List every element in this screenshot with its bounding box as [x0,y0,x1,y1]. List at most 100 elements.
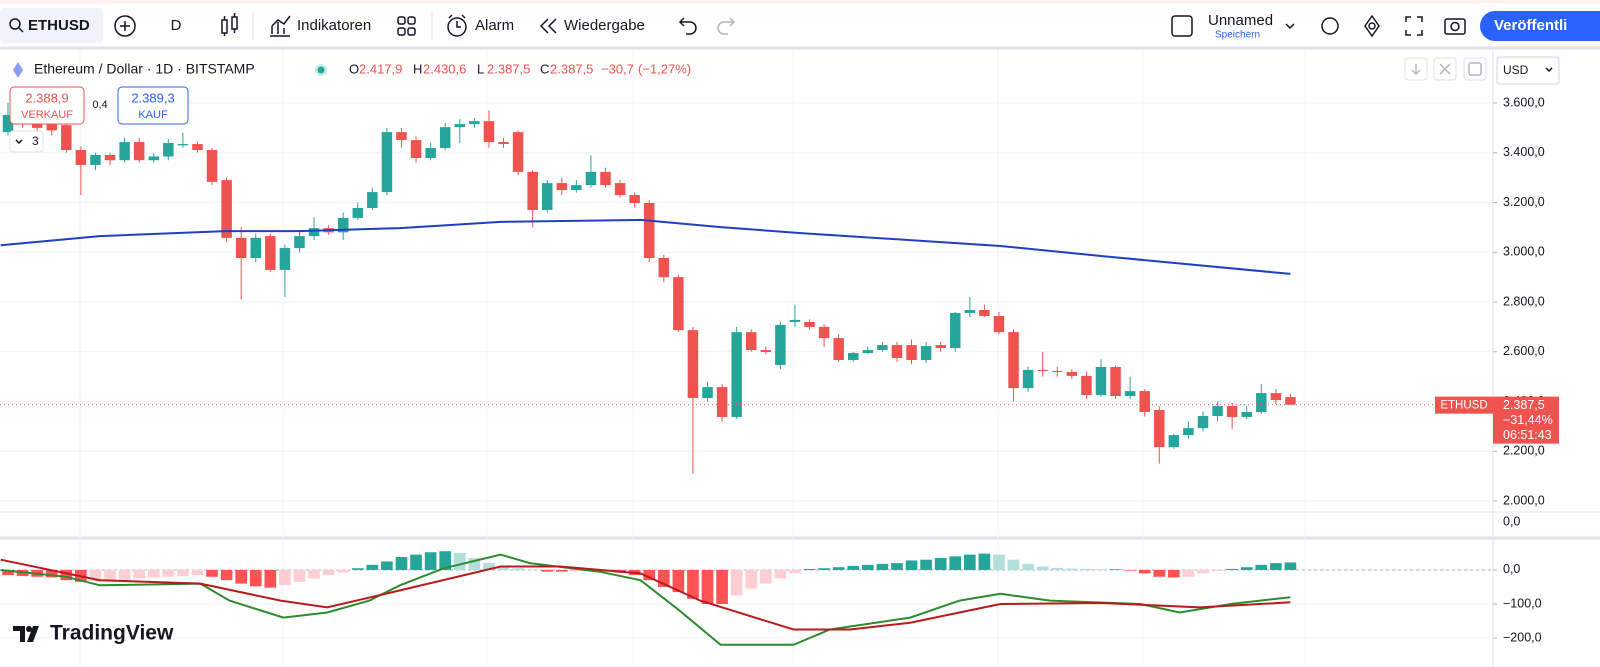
macd-histogram-bar [1095,569,1107,570]
candle-body [61,125,72,151]
macd-histogram-bar [1022,563,1034,570]
replay-icon [539,18,557,34]
layout-icon[interactable] [1171,15,1193,37]
buy-label[interactable]: KAUF [138,109,168,121]
candle-body [614,183,626,196]
candle-body [235,237,247,258]
snapshot[interactable] [1444,18,1466,35]
buy-price[interactable]: 2.389,3 [131,90,174,105]
collapsed-count[interactable]: 3 [32,134,39,148]
macd-histogram-bar [410,554,422,570]
buy-button[interactable] [117,86,189,125]
settings[interactable] [1364,14,1380,38]
fullscreen[interactable] [1405,16,1423,36]
candle-body [90,154,101,165]
templates[interactable] [397,27,406,36]
candle-body [396,132,407,141]
sell-button[interactable] [9,86,85,125]
macd-histogram-bar [847,565,860,570]
symbol[interactable]: ETHUSD [28,17,90,34]
y-tick-label: 2.800,0 [1503,294,1545,308]
macd-histogram-bar [570,569,583,571]
macd-histogram-bar [730,569,743,596]
publish[interactable]: Veröffentli [1494,17,1567,34]
price-pane [0,102,1493,474]
price-tag-price: 2.387,5 [1503,398,1545,412]
add-symbol[interactable] [114,15,136,37]
settings [1368,22,1376,30]
search-icon [9,18,21,30]
macd-histogram-bar [104,569,116,581]
candle-body [920,346,932,360]
replay[interactable]: Wiedergabe [564,17,645,34]
layout-name[interactable]: Unnamed [1208,12,1273,29]
macd-histogram-bar [687,569,699,599]
candle-body [163,143,174,157]
candle-body [658,257,670,278]
candle-body [250,237,262,258]
macd-histogram-bar [279,569,291,586]
maximize-icon [1439,63,1451,75]
macd-histogram-bar [512,568,524,570]
macd-histogram-bar [803,568,816,570]
candle-body [1154,409,1165,448]
candle-body [556,183,568,191]
interval[interactable]: D [171,17,182,34]
macd-histogram-bar [235,569,248,584]
macd-histogram-bar [891,563,903,570]
templates[interactable] [407,27,416,36]
candle-body [643,203,655,258]
macd-histogram-bar [716,569,728,604]
candle-body [964,309,976,313]
macd-histogram-bar [861,564,874,570]
sell-price[interactable]: 2.388,9 [25,90,68,105]
restore-button[interactable] [1463,57,1487,81]
macd-histogram-bar [337,569,350,573]
macd-histogram-bar [934,558,947,570]
symbol-search[interactable]: ETHUSD [0,8,103,43]
candle-body [31,122,43,128]
candle-body [527,171,538,210]
save[interactable]: Speichern [1215,30,1260,41]
macd-histogram-bar [832,567,845,570]
redo[interactable] [717,17,736,35]
quick-search[interactable] [1321,17,1339,35]
candle-body [265,236,276,270]
symbol-box[interactable] [0,8,103,43]
candle-body [1285,397,1296,405]
indicators[interactable]: Indikatoren [297,17,371,34]
undo[interactable] [678,17,697,35]
candle-body [2,114,14,133]
candle-body [75,150,87,165]
sell-label[interactable]: VERKAUF [21,109,73,121]
currency-select[interactable] [1496,56,1560,85]
chart-type[interactable] [221,13,238,36]
macd-histogram-bar [322,569,335,576]
macd-histogram-bar [1226,568,1238,570]
candle-body [1256,393,1267,412]
eth-logo [13,62,23,78]
candle-body [1270,393,1282,401]
templates[interactable] [397,16,406,25]
layout-menu[interactable] [1285,23,1295,30]
macd-histogram-bar [1109,569,1122,570]
macd-histogram-bar [818,568,830,570]
ohlc-key: H [413,61,422,76]
candle-body [789,319,801,322]
candle-body [46,120,57,131]
macd-histogram-bar [1036,566,1049,570]
macd-histogram-bar [2,569,14,576]
alarm[interactable]: Alarm [475,17,514,34]
macd-histogram-bar [395,557,408,570]
y-tick-label: 0,0 [1503,562,1520,576]
market-status-dot [317,66,325,74]
macd-histogram-bar [643,569,656,581]
macd-histogram-bar [206,569,218,577]
macd-histogram-bar [1124,569,1136,571]
currency[interactable]: USD [1503,63,1529,77]
collapse-button[interactable] [9,130,44,153]
templates[interactable] [407,16,416,25]
publish-button[interactable] [1480,11,1600,41]
candle-body [104,154,116,161]
